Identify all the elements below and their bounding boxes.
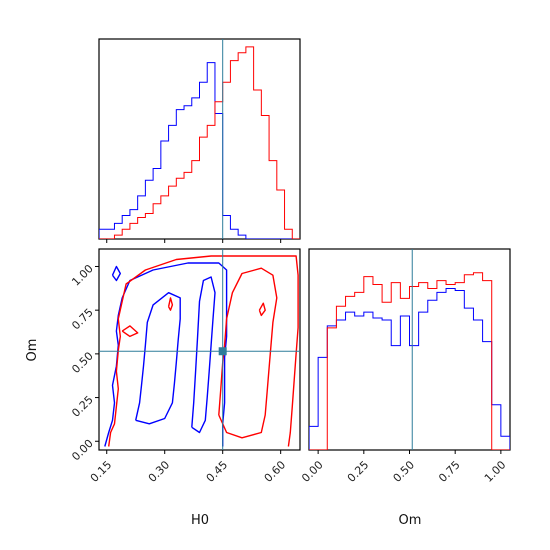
contour-ytick-label: 0.50 [69,350,96,377]
hist-Om-series-blue [309,287,510,450]
hist-Om-series-red [309,272,510,450]
contour-line-blue-3 [111,265,122,282]
hist-Om-xtick-label: 0.25 [345,458,372,485]
contour-ytick-label: 1.00 [69,262,96,289]
contour-series [99,249,300,450]
y-axis-label-om: Om [25,339,40,362]
hist-h0-series [99,39,300,239]
contour-line-blue-2 [191,276,216,434]
contour-ytick-label: 0.00 [69,437,96,464]
hist-om-frame [308,248,511,451]
contour-line-red-7 [167,297,174,311]
contour-ytick-label: 0.25 [69,393,96,420]
contour-line-red-6 [258,302,266,317]
hist-Om-xtick-label: 0.00 [299,458,326,485]
contour-ytick-label: 0.75 [69,306,96,333]
contour-line-blue-0 [104,262,228,447]
hist-h0-frame [98,38,301,240]
hist-Om-xtick-label: 0.50 [391,458,418,485]
hist-Om-xtick-label: 0.75 [436,458,463,485]
tick-marks: 0.00 0.25 0.50 0.75 1.00 0.15 0.30 0.45 0.60 0.00… [69,239,508,485]
contour-xtick-label: 0.30 [146,458,173,485]
truth-marker [218,347,227,356]
contour-xtick-label: 0.15 [88,458,115,485]
contour-line-blue-1 [135,292,181,425]
x-axis-label-h0: H0 [191,513,209,528]
contour-frame [98,248,301,451]
contour-line-red-4 [108,255,299,447]
contour-line-red-8 [121,325,139,338]
hist-Om-xtick-label: 1.00 [482,458,509,485]
hist-H0-series-red [99,46,300,239]
contour-xtick-label: 0.60 [262,458,289,485]
hist-H0-series-blue [99,62,300,239]
x-axis-label-om: Om [399,513,422,528]
hist-om-series [309,249,510,450]
contour-line-red-5 [218,267,278,439]
contour-xtick-label: 0.45 [204,458,231,485]
